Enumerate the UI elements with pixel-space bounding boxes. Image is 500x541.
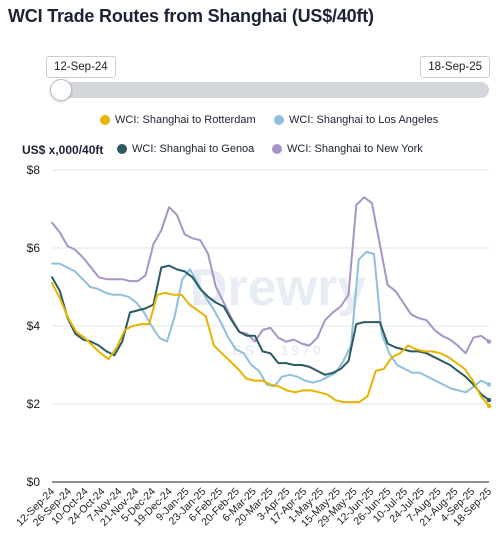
series-lines [51, 196, 492, 409]
x-tick-labels: 12-Sep-2426-Sep-2410-Oct-2424-Oct-247-No… [14, 486, 494, 530]
legend-dot-rotterdam-icon [100, 115, 110, 125]
legend-label-new-york: WCI: Shanghai to New York [287, 143, 423, 155]
legend-item-genoa[interactable]: WCI: Shanghai to Genoa [117, 143, 254, 155]
watermark-subtext: EST. 1970 [232, 342, 324, 358]
series-end-point [486, 382, 492, 387]
watermark: Drewry EST. 1970 [190, 259, 366, 358]
legend-item-los-angeles[interactable]: WCI: Shanghai to Los Angeles [274, 114, 438, 126]
y-axis-label: US$ x,000/40ft [22, 143, 104, 157]
slider-end-label: 18-Sep-25 [420, 56, 490, 78]
legend-label-genoa: WCI: Shanghai to Genoa [132, 143, 255, 155]
watermark-text: Drewry [190, 259, 366, 317]
series-end-point [486, 397, 492, 403]
page-title: WCI Trade Routes from Shanghai (US$/40ft… [8, 6, 374, 26]
legend-dot-genoa-icon [117, 144, 127, 154]
gridlines [52, 169, 489, 405]
slider-start-label: 12-Sep-24 [46, 56, 116, 78]
date-range-slider-handle[interactable] [50, 79, 72, 101]
y-tick-labels: $0 $2 $4 $6 $8 [27, 163, 41, 489]
series-line-rotterdam [51, 282, 490, 407]
legend-item-rotterdam[interactable]: WCI: Shanghai to Rotterdam [100, 114, 256, 126]
series-end-point [486, 403, 492, 409]
series-line-new-york [51, 196, 490, 355]
legend-label-los-angeles: WCI: Shanghai to Los Angeles [289, 114, 439, 126]
series-end-point [486, 339, 492, 344]
y-tick-label: $4 [27, 319, 41, 333]
legend-item-new-york[interactable]: WCI: Shanghai to New York [272, 143, 423, 155]
legend-label-rotterdam: WCI: Shanghai to Rotterdam [115, 114, 256, 126]
date-range-slider-track[interactable] [52, 82, 489, 98]
y-tick-label: $8 [27, 163, 41, 177]
y-tick-label: $0 [27, 475, 41, 489]
legend-dot-los-angeles-icon [274, 115, 284, 125]
y-tick-label: $6 [27, 241, 41, 255]
legend-dot-new-york-icon [272, 144, 282, 154]
y-tick-label: $2 [27, 397, 41, 411]
